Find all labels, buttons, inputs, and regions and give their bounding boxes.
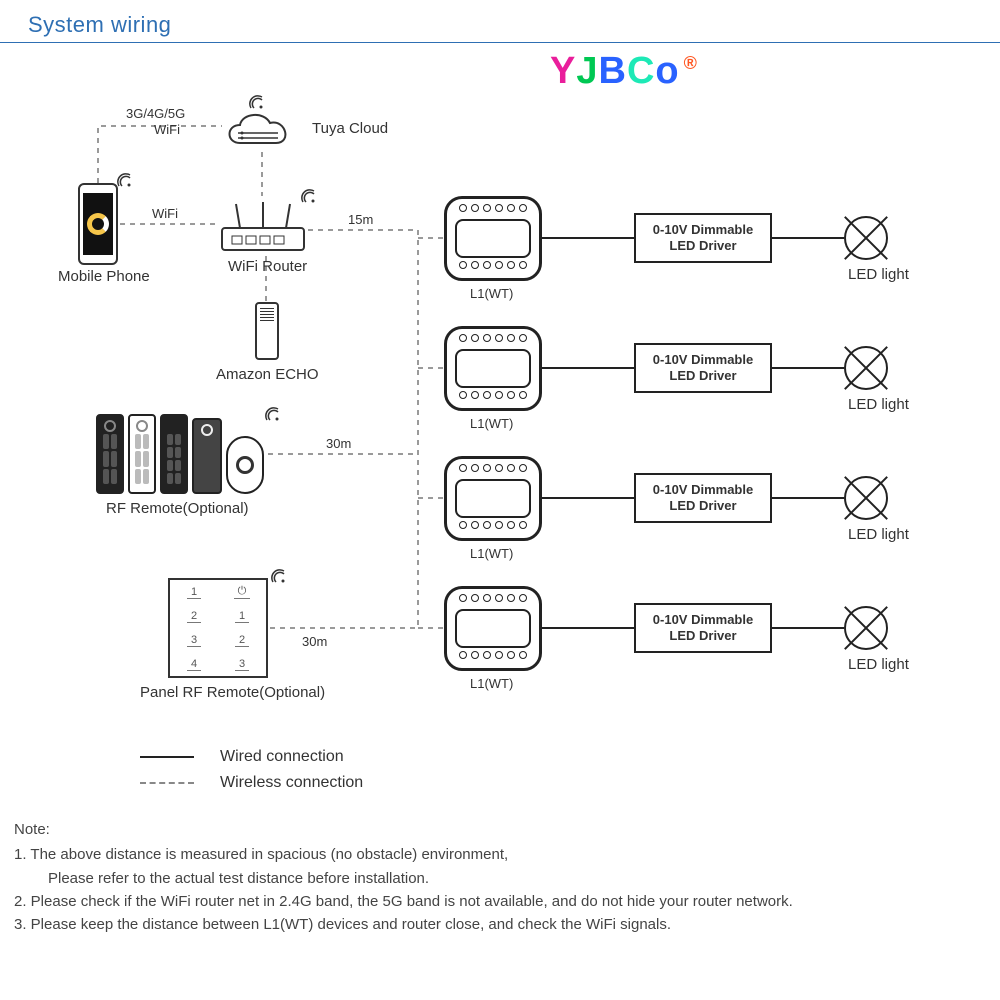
label-panel: Panel RF Remote(Optional) <box>140 684 325 701</box>
notes-block: Note: 1. The above distance is measured … <box>14 818 992 936</box>
driver-line2: LED Driver <box>669 628 736 644</box>
wifi-icon <box>264 406 282 424</box>
note-3: 3. Please keep the distance between L1(W… <box>14 913 992 936</box>
led-icon <box>844 346 888 390</box>
panel-col-left: 1 2 3 4 <box>170 580 218 676</box>
label-mobile: Mobile Phone <box>58 268 150 285</box>
router-icon <box>218 200 308 255</box>
panel-btn: 4 <box>187 658 201 671</box>
panel-remote-icon: 1 2 3 4 ⏻ 1 2 3 <box>168 578 268 678</box>
label-15m: 15m <box>348 212 373 227</box>
driver-line2: LED Driver <box>669 368 736 384</box>
panel-btn: 1 <box>235 610 249 623</box>
driver-line2: LED Driver <box>669 498 736 514</box>
driver-box: 0-10V Dimmable LED Driver <box>634 473 772 523</box>
label-wifi-top: WiFi <box>154 122 180 137</box>
driver-line1: 0-10V Dimmable <box>653 482 753 498</box>
label-3g: 3G/4G/5G <box>126 106 185 121</box>
remote-icon <box>192 418 222 494</box>
echo-icon <box>255 302 279 360</box>
label-30m-a: 30m <box>326 436 351 451</box>
driver-box: 0-10V Dimmable LED Driver <box>634 343 772 393</box>
note-1: 1. The above distance is measured in spa… <box>14 843 992 866</box>
led-icon <box>844 216 888 260</box>
label-led: LED light <box>848 656 909 673</box>
label-router: WiFi Router <box>228 258 307 275</box>
label-echo: Amazon ECHO <box>216 366 319 383</box>
note-2: 2. Please check if the WiFi router net i… <box>14 890 992 913</box>
label-module: L1(WT) <box>470 286 513 301</box>
led-icon <box>844 606 888 650</box>
panel-col-right: ⏻ 1 2 3 <box>218 580 266 676</box>
wifi-icon <box>248 94 266 112</box>
panel-btn: 1 <box>187 586 201 599</box>
led-icon <box>844 476 888 520</box>
wifi-icon <box>116 172 134 190</box>
module-icon <box>444 196 542 281</box>
label-led: LED light <box>848 266 909 283</box>
label-led: LED light <box>848 526 909 543</box>
note-1b: Please refer to the actual test distance… <box>14 867 992 890</box>
driver-line2: LED Driver <box>669 238 736 254</box>
wifi-icon <box>270 568 288 586</box>
panel-btn: ⏻ <box>234 585 251 599</box>
wifi-icon <box>300 188 318 206</box>
label-wifi-mid: WiFi <box>152 206 178 221</box>
label-module: L1(WT) <box>470 676 513 691</box>
driver-line1: 0-10V Dimmable <box>653 352 753 368</box>
driver-box: 0-10V Dimmable LED Driver <box>634 213 772 263</box>
legend-wireless-label: Wireless connection <box>220 774 363 792</box>
panel-btn: 2 <box>235 634 249 647</box>
panel-btn: 3 <box>187 634 201 647</box>
rf-remote-group <box>96 414 264 494</box>
module-icon <box>444 586 542 671</box>
remote-icon <box>160 414 188 494</box>
driver-line1: 0-10V Dimmable <box>653 222 753 238</box>
legend: Wired connection Wireless connection <box>140 748 363 800</box>
label-led: LED light <box>848 396 909 413</box>
remote-icon <box>128 414 156 494</box>
cloud-icon <box>220 105 298 153</box>
label-module: L1(WT) <box>470 416 513 431</box>
phone-icon <box>78 183 118 265</box>
module-icon <box>444 456 542 541</box>
label-module: L1(WT) <box>470 546 513 561</box>
driver-line1: 0-10V Dimmable <box>653 612 753 628</box>
label-rf: RF Remote(Optional) <box>106 500 249 517</box>
panel-btn: 2 <box>187 610 201 623</box>
label-tuya: Tuya Cloud <box>312 120 388 137</box>
module-icon <box>444 326 542 411</box>
remote-icon <box>226 436 264 494</box>
legend-wireless-line <box>140 782 194 784</box>
driver-box: 0-10V Dimmable LED Driver <box>634 603 772 653</box>
label-30m-b: 30m <box>302 634 327 649</box>
legend-wired-label: Wired connection <box>220 748 344 766</box>
legend-wired-line <box>140 756 194 758</box>
remote-icon <box>96 414 124 494</box>
panel-btn: 3 <box>235 658 249 671</box>
notes-heading: Note: <box>14 818 992 841</box>
